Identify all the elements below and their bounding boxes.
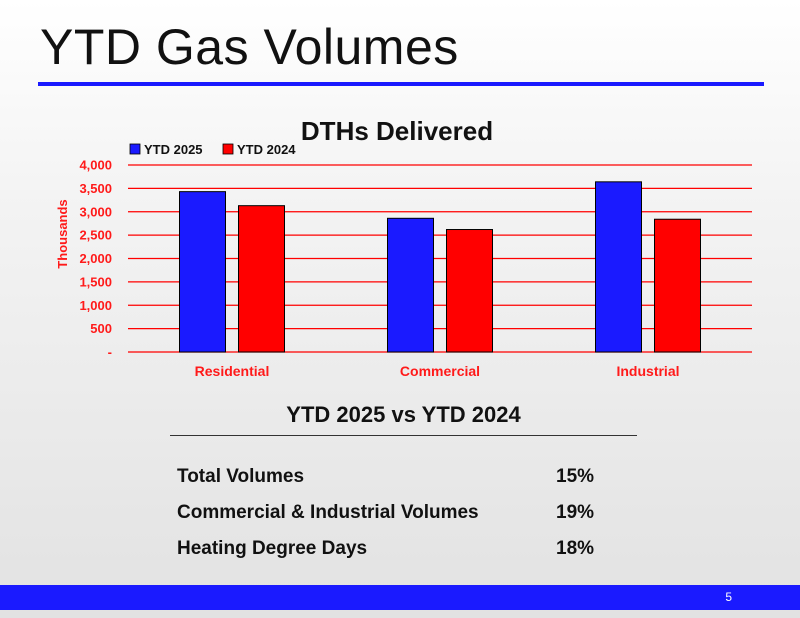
comparison-row-label: Commercial & Industrial Volumes — [177, 502, 479, 523]
x-category-label: Industrial — [616, 363, 679, 379]
y-tick-label: - — [108, 345, 112, 360]
y-axis-ticks: - 500 1,000 1,500 2,000 2,500 3,000 3,500 4,000 — [79, 158, 112, 360]
x-axis-categories: Residential Commercial Industrial — [195, 363, 680, 379]
legend-label: YTD 2025 — [144, 142, 203, 157]
chart-title: DTHs Delivered — [301, 116, 493, 146]
comparison-row: Heating Degree Days 18% — [177, 538, 607, 568]
comparison-divider — [170, 435, 637, 436]
bar-ytd-2025-residential — [179, 191, 226, 353]
footer-bar: 5 — [0, 585, 800, 610]
comparison-row-label: Heating Degree Days — [177, 538, 368, 559]
x-category-label: Commercial — [400, 363, 480, 379]
bar-ytd-2024-commercial — [446, 229, 493, 353]
title-underline — [38, 82, 764, 86]
y-axis-title: Thousands — [55, 199, 70, 268]
comparison-row-value: 19% — [556, 502, 595, 523]
dths-delivered-chart: DTHs Delivered YTD 2025 YTD 2024 Thousand… — [55, 116, 752, 379]
page-number: 5 — [725, 590, 732, 604]
comparison-row: Total Volumes 15% — [177, 466, 607, 496]
x-category-label: Residential — [195, 363, 270, 379]
legend-swatch — [129, 143, 141, 155]
y-tick-label: 3,000 — [79, 204, 112, 219]
y-tick-label: 1,500 — [79, 274, 112, 289]
comparison-row-label: Total Volumes — [177, 466, 305, 487]
comparison-row-value: 18% — [556, 538, 595, 559]
chart-bars — [179, 181, 701, 353]
y-tick-label: 3,500 — [79, 181, 112, 196]
bar-ytd-2024-residential — [238, 205, 285, 353]
bar-ytd-2025-industrial — [595, 181, 642, 353]
comparison-title: YTD 2025 vs YTD 2024 — [286, 402, 521, 427]
y-tick-label: 4,000 — [79, 158, 112, 173]
comparison-row: Commercial & Industrial Volumes 19% — [177, 502, 607, 532]
y-tick-label: 2,500 — [79, 228, 112, 243]
chart-legend: YTD 2025 YTD 2024 — [129, 142, 296, 157]
bar-ytd-2025-commercial — [387, 217, 434, 353]
legend-label: YTD 2024 — [237, 142, 296, 157]
chart-gridlines — [128, 164, 752, 353]
y-tick-label: 500 — [90, 321, 112, 336]
y-tick-label: 1,000 — [79, 298, 112, 313]
bar-ytd-2024-industrial — [654, 218, 701, 353]
comparison-row-value: 15% — [556, 466, 595, 487]
legend-swatch — [222, 143, 234, 155]
slide-title: YTD Gas Volumes — [40, 19, 459, 75]
y-tick-label: 2,000 — [79, 251, 112, 266]
